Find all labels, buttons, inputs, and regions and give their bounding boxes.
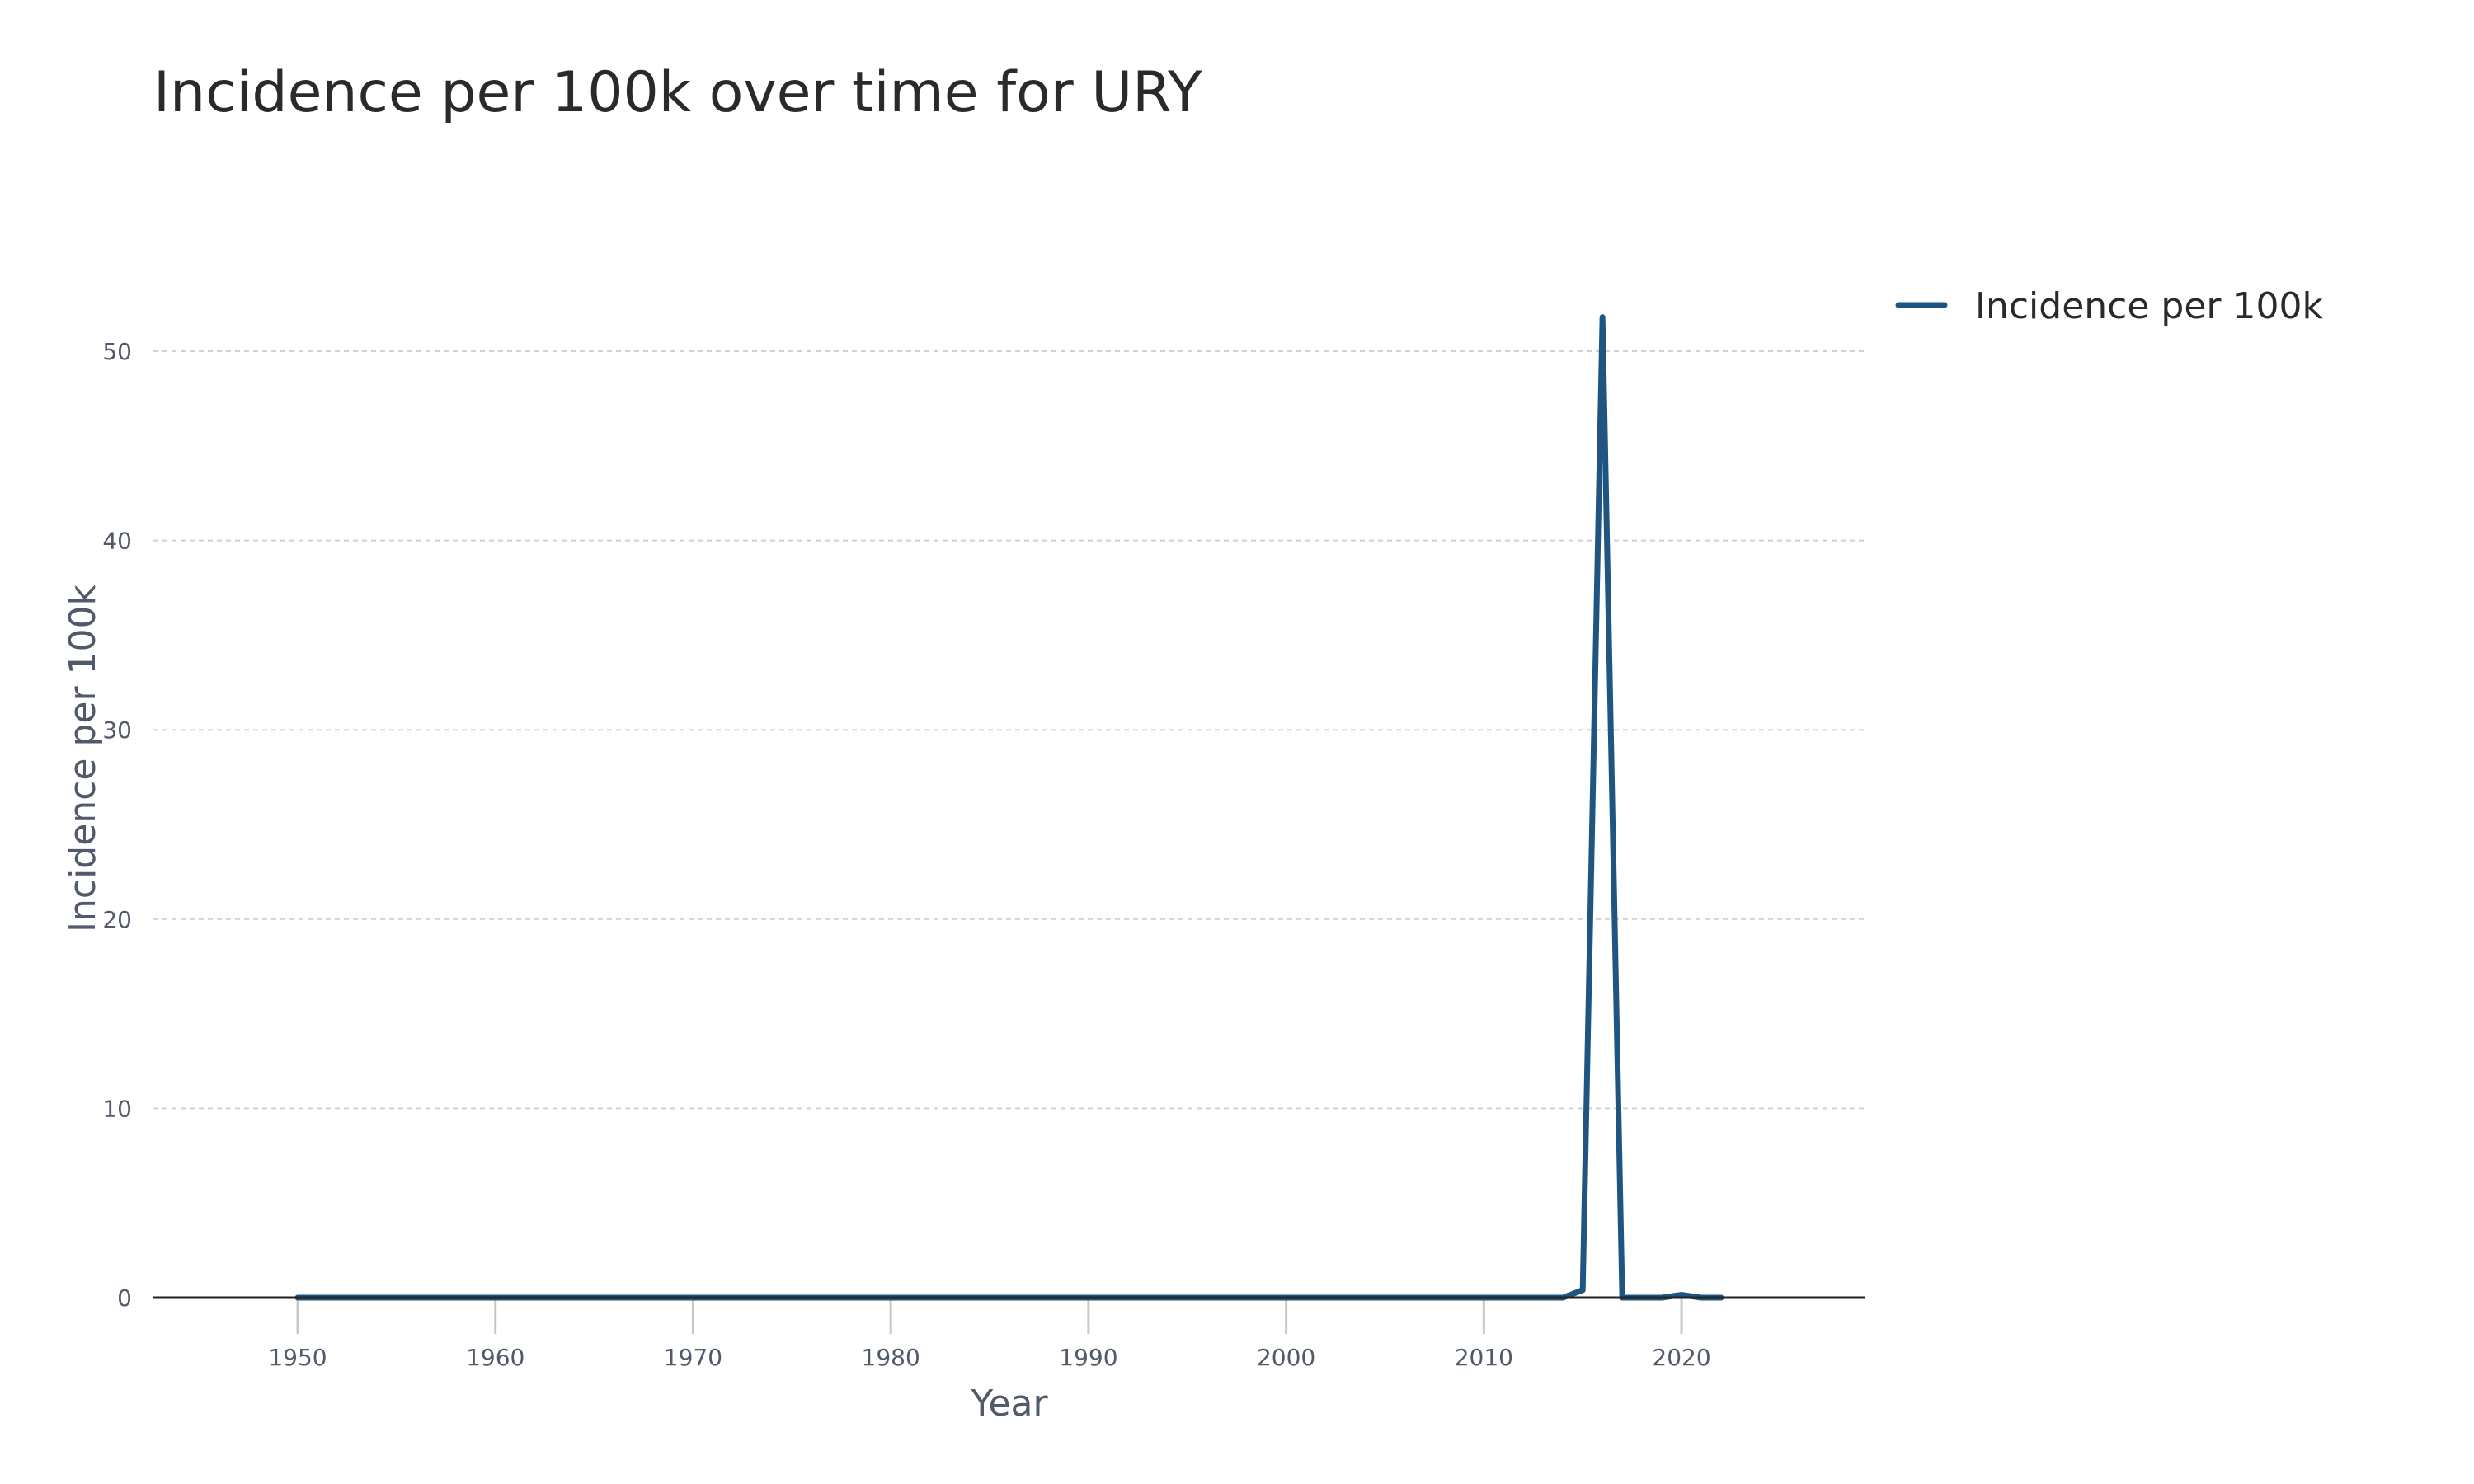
x-tick-label: 1980 [862,1344,920,1371]
x-tick-label: 1990 [1059,1344,1117,1371]
chart-title: Incidence per 100k over time for URY [153,60,1202,125]
data-point[interactable] [1580,1288,1585,1293]
data-point[interactable] [1600,315,1605,320]
x-tick-label: 1970 [664,1344,722,1371]
y-tick-label: 20 [102,906,132,933]
x-tick-label: 2000 [1257,1344,1315,1371]
series-line-0[interactable] [294,314,1724,1301]
y-tick-label: 40 [102,528,132,555]
x-tick-label: 1960 [466,1344,524,1371]
x-tick-label: 1950 [268,1344,327,1371]
y-tick-label: 30 [102,716,132,744]
legend[interactable]: Incidence per 100k [1895,285,2323,327]
y-axis-title: Incidence per 100k [62,585,104,932]
y-tick-label: 50 [102,338,132,365]
x-axis-title: Year [970,1383,1048,1425]
x-tick-labels: 1950 1960 1970 1980 1990 2000 2010 2020 [268,1344,1710,1371]
x-tick-label: 2010 [1455,1344,1513,1371]
y-tick-labels: 0 10 20 30 40 50 [102,338,132,1312]
plot-area [294,314,1724,1301]
x-tick-label: 2020 [1652,1344,1710,1371]
legend-item-label: Incidence per 100k [1975,285,2323,327]
y-tick-label: 10 [102,1095,132,1122]
grid-lines [153,350,1865,1110]
y-tick-label: 0 [117,1284,132,1312]
x-tick-marks [296,1298,1683,1334]
